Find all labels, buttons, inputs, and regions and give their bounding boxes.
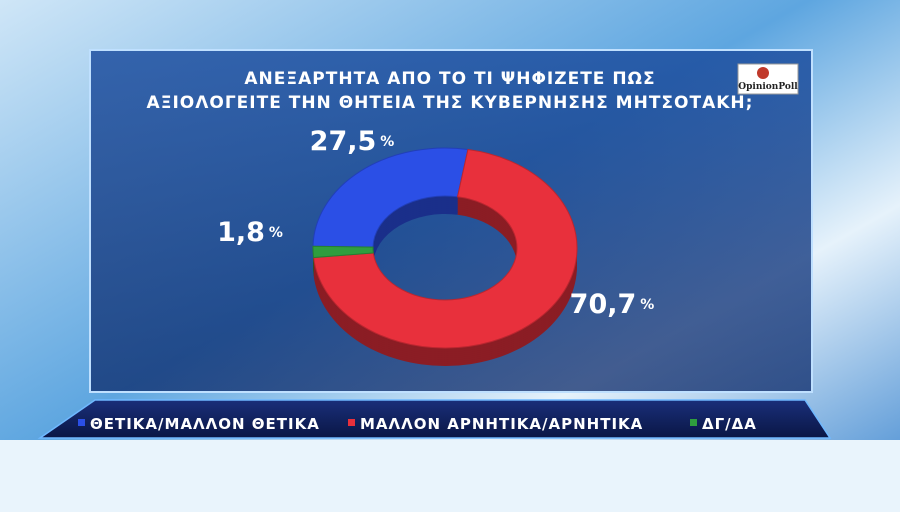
data-label-value: 70,7 bbox=[570, 289, 637, 320]
data-label-unit: % bbox=[269, 225, 283, 241]
data-label: 70,7% bbox=[570, 289, 655, 320]
slice bbox=[312, 147, 469, 248]
data-label-value: 1,8 bbox=[217, 217, 265, 248]
data-label-value: 27,5 bbox=[310, 126, 377, 157]
legend-bar bbox=[37, 399, 832, 439]
chart-title: ΑΝΕΞΑΡΤΗΤΑ ΑΠΟ ΤΟ ΤΙ ΨΗΦΙΖΕΤΕ ΠΩΣ bbox=[244, 69, 655, 89]
legend-swatch bbox=[78, 419, 85, 426]
legend-swatch bbox=[348, 419, 355, 426]
legend-swatch bbox=[690, 419, 697, 426]
legend-label: ΜΑΛΛΟΝ ΑΡΝΗΤΙΚΑ/ΑΡΝΗΤΙΚΑ bbox=[360, 415, 643, 433]
logo-text: OpinionPoll bbox=[738, 82, 798, 92]
logo-box bbox=[737, 63, 799, 95]
data-label-unit: % bbox=[640, 297, 654, 313]
data-label: 27,5% bbox=[310, 126, 395, 157]
legend-label: ΔΓ/ΔΑ bbox=[702, 415, 757, 433]
data-label: 1,8% bbox=[217, 217, 283, 248]
data-label-unit: % bbox=[380, 134, 394, 150]
legend-label: ΘΕΤΙΚΑ/ΜΑΛΛΟΝ ΘΕΤΙΚΑ bbox=[90, 415, 320, 433]
logo-icon bbox=[757, 67, 769, 79]
chart-title: ΑΞΙΟΛΟΓΕΙΤΕ ΤΗΝ ΘΗΤΕΙΑ ΤΗΣ ΚΥΒΕΡΝΗΣΗΣ ΜΗ… bbox=[147, 93, 754, 113]
background-floor bbox=[0, 440, 900, 512]
slice bbox=[313, 148, 578, 349]
slice bbox=[312, 245, 374, 259]
